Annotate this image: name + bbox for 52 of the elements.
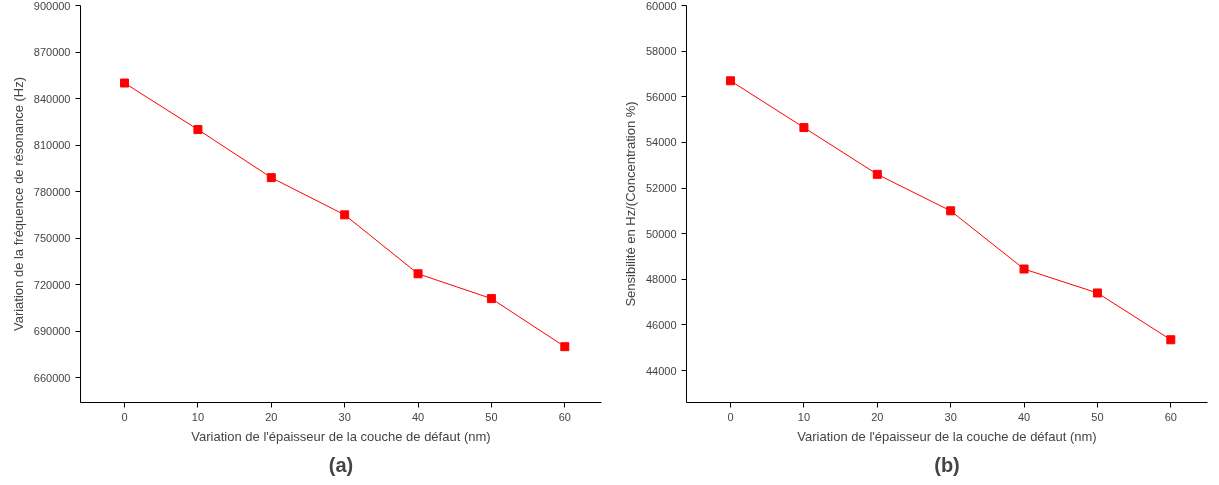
y-tick-label: 46000 <box>645 318 677 331</box>
point <box>1019 264 1029 274</box>
point <box>266 173 276 183</box>
y-tick-label: 52000 <box>645 182 677 195</box>
y-tick-label: 900000 <box>33 0 71 12</box>
x-axis-title: Variation de l'épaisseur de la couche de défaut (nm) <box>191 428 491 444</box>
point <box>799 123 809 133</box>
point <box>560 342 570 352</box>
x-tick-label: 10 <box>191 410 205 423</box>
point <box>726 76 736 86</box>
y-tick-label: 870000 <box>33 46 71 59</box>
x-tick-label: 20 <box>871 410 884 423</box>
x-tick-label: 10 <box>797 410 811 423</box>
y-tick-label: 58000 <box>645 45 677 58</box>
x-tick-label: 30 <box>338 410 351 423</box>
y-tick-label: 56000 <box>645 90 677 103</box>
point <box>872 169 882 179</box>
point <box>120 78 130 88</box>
x-tick-label: 40 <box>1017 410 1031 423</box>
x-tick-label: 60 <box>558 410 571 423</box>
x-tick-label: 50 <box>485 410 498 423</box>
point <box>1166 335 1176 345</box>
y-tick-label: 780000 <box>33 185 71 198</box>
x-tick-label: 40 <box>411 410 425 423</box>
text: (b) <box>934 453 960 476</box>
y-tick-label: 60000 <box>645 0 677 12</box>
y-tick-label: 660000 <box>33 371 71 384</box>
y-axis-title: Variation de la fréquence de résonance (Hz) <box>10 76 26 332</box>
y-axis-title: Sensibilité en Hz/(Concentration %) <box>622 101 638 307</box>
y-tick-label: 690000 <box>33 325 71 338</box>
y-tick-label: 50000 <box>645 227 677 240</box>
point <box>946 206 956 216</box>
x-tick-label: 50 <box>1091 410 1104 423</box>
point <box>1092 288 1102 298</box>
x-tick-label: 0 <box>727 410 734 423</box>
x-axis-title: Variation de l'épaisseur de la couche de défaut (nm) <box>797 428 1097 444</box>
x-tick-label: 0 <box>121 410 128 423</box>
y-tick-label: 720000 <box>33 278 71 291</box>
y-tick-label: 48000 <box>645 273 677 286</box>
point <box>340 210 350 220</box>
point <box>486 294 496 304</box>
y-tick-label: 54000 <box>645 136 677 149</box>
point <box>193 125 203 135</box>
point <box>413 269 423 279</box>
text: (a) <box>328 453 354 476</box>
x-tick-label: 30 <box>944 410 957 423</box>
y-tick-label: 750000 <box>33 232 71 245</box>
x-tick-label: 60 <box>1164 410 1177 423</box>
y-tick-label: 840000 <box>33 92 71 105</box>
y-tick-label: 44000 <box>645 364 677 377</box>
x-tick-label: 20 <box>265 410 278 423</box>
y-tick-label: 810000 <box>33 139 71 152</box>
